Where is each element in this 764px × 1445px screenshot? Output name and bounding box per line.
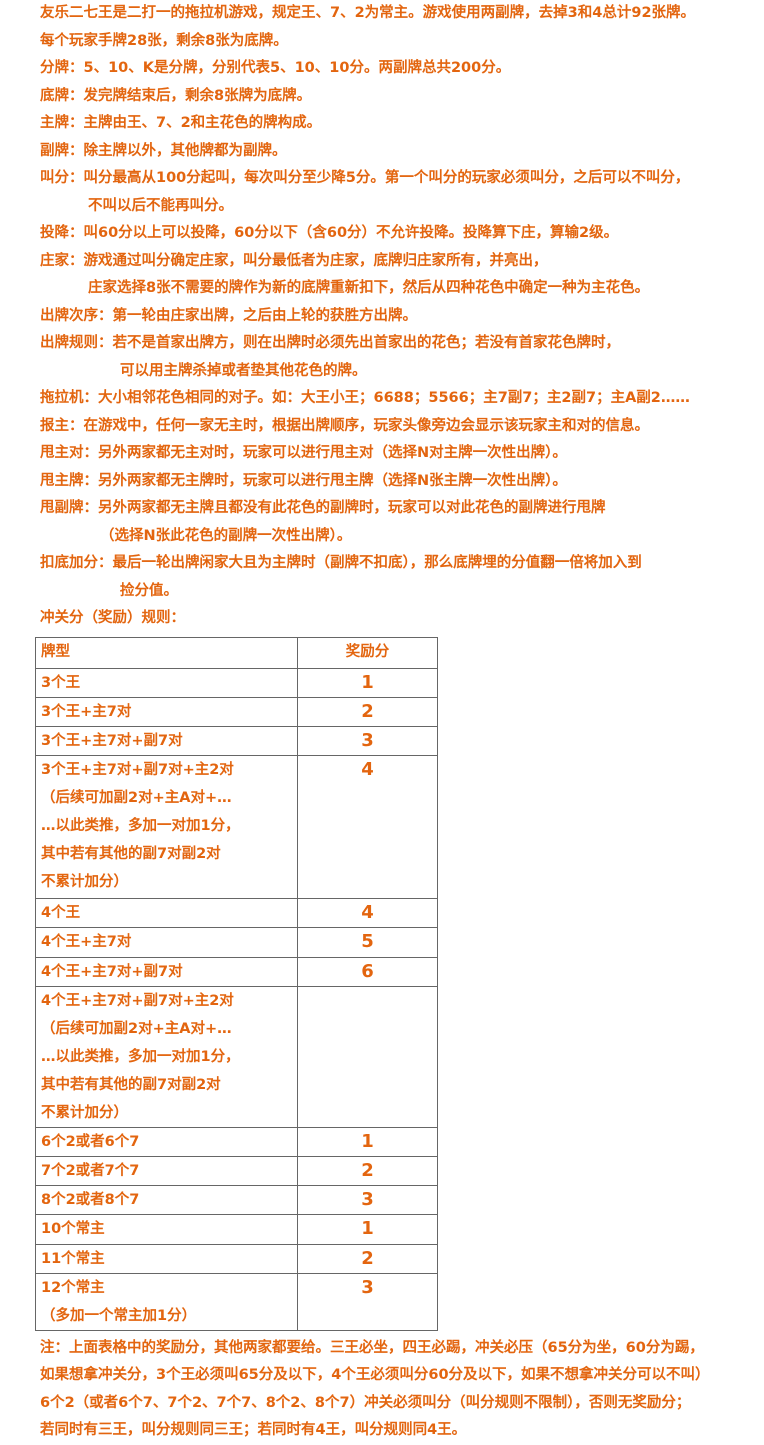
hand-type-line: 3个王 <box>41 674 81 691</box>
hand-type-line: 不累计加分） <box>41 873 128 890</box>
rule-continuation: 捡分值。 <box>120 582 178 599</box>
intro-line: 友乐二七王是二打一的拖拉机游戏，规定王、7、2为常主。游戏使用两副牌，去掉3和4… <box>40 5 696 21</box>
hand-type-cell: 6个2或者6个7 <box>35 1126 298 1157</box>
table-row: 4个王+主7对+副7对 6 <box>35 956 438 987</box>
reward-score-cell: 2 <box>297 696 438 727</box>
table-row: 3个王 1 <box>35 667 438 698</box>
hand-type-line: 3个王+主7对+副7对 <box>41 732 183 749</box>
reward-score-cell: 3 <box>297 1272 438 1331</box>
hand-type-cell: 12个常主 （多加一个常主加1分） <box>35 1272 298 1331</box>
reward-score-cell: 2 <box>297 1155 438 1186</box>
note-line: 若同时有三王，叫分规则同三王；若同时有4王，叫分规则同4王。 <box>40 1422 467 1438</box>
table-row: 3个王+主7对+副7对+主2对 （后续可加副2对+主A对+… …以此类推，多加一对加… <box>35 754 438 899</box>
reward-score-cell: 1 <box>297 1213 438 1245</box>
hand-type-line: 4个王 <box>41 904 81 921</box>
table-row: 7个2或者7个7 2 <box>35 1155 438 1186</box>
table-row: 11个常主 2 <box>35 1243 438 1274</box>
table-row: 4个王+主7对+副7对+主2对 （后续可加副2对+主A对+… …以此类推，多加一对加… <box>35 985 438 1128</box>
hand-type-line: （后续可加副2对+主A对+… <box>41 1020 232 1037</box>
reward-score-cell: 3 <box>297 1184 438 1215</box>
rule-continuation: 庄家选择8张不需要的牌作为新的底牌重新扣下，然后从四种花色中确定一种为主花色。 <box>88 280 650 296</box>
rule-line: 出牌规则：若不是首家出牌方，则在出牌时必须先出首家出的花色；若没有首家花色牌时， <box>40 335 620 351</box>
reward-score-cell: 3 <box>297 725 438 756</box>
hand-type-line: 4个王+主7对+副7对+主2对 <box>41 992 234 1009</box>
hand-type-cell: 10个常主 <box>35 1213 298 1245</box>
hand-type-cell: 3个王 <box>35 667 298 698</box>
hand-type-line: 不累计加分） <box>41 1104 128 1121</box>
rule-line: 投降：叫60分以上可以投降，60分以下（含60分）不允许投降。投降算下庄，算输2… <box>40 225 619 241</box>
rule-line: 报主：在游戏中，任何一家无主时，根据出牌顺序，玩家头像旁边会显示该玩家主和对的信… <box>40 417 649 434</box>
table-row: 4个王+主7对 5 <box>35 926 438 958</box>
hand-type-cell: 4个王+主7对 <box>35 926 298 958</box>
hand-type-line: 11个常主 <box>41 1250 105 1267</box>
table-row: 6个2或者6个7 1 <box>35 1126 438 1157</box>
rule-line: 庄家：游戏通过叫分确定庄家，叫分最低者为庄家，底牌归庄家所有，并亮出， <box>40 252 548 269</box>
intro-line: 每个玩家手牌28张，剩余8张为底牌。 <box>40 32 288 49</box>
hand-type-line: 3个王+主7对 <box>41 703 132 720</box>
reward-table: 牌型 奖励分 3个王 1 3个王+主7对 2 3个王+主7对+副7对 3 3个王+主7对+副7对… <box>35 636 438 1331</box>
rule-line: 出牌次序：第一轮由庄家出牌，之后由上轮的获胜方出牌。 <box>40 307 417 324</box>
rule-line: 甩副牌：另外两家都无主牌且都没有此花色的副牌时，玩家可以对此花色的副牌进行甩牌 <box>40 500 606 516</box>
rule-line: 分牌：5、10、K是分牌，分别代表5、10、10分。两副牌总共200分。 <box>40 60 511 76</box>
reward-score-cell: 2 <box>297 1243 438 1274</box>
rule-line: 叫分：叫分最高从100分起叫，每次叫分至少降5分。第一个叫分的玩家必须叫分，之后… <box>40 170 690 186</box>
hand-type-cell: 8个2或者8个7 <box>35 1184 298 1215</box>
hand-type-cell: 3个王+主7对 <box>35 696 298 727</box>
reward-score-cell: 1 <box>297 667 438 698</box>
table-title: 冲关分（奖励）规则： <box>40 610 185 626</box>
hand-type-line: 其中若有其他的副7对副2对 <box>41 845 221 862</box>
hand-type-line: …以此类推，多加一对加1分， <box>41 1048 240 1065</box>
rule-line: 底牌：发完牌结束后，剩余8张牌为底牌。 <box>40 87 312 104</box>
hand-type-line: 12个常主 <box>41 1279 105 1296</box>
hand-type-cell: 4个王 <box>35 897 298 928</box>
hand-type-line: 6个2或者6个7 <box>41 1133 140 1150</box>
hand-type-line: 10个常主 <box>41 1220 105 1237</box>
hand-type-cell: 3个王+主7对+副7对+主2对 （后续可加副2对+主A对+… …以此类推，多加一对加… <box>35 754 298 899</box>
hand-type-cell: 4个王+主7对+副7对 <box>35 956 298 987</box>
note-line: 注：上面表格中的奖励分，其他两家都要给。三王必坐，四王必踢，冲关必压（65分为坐… <box>40 1339 704 1356</box>
hand-type-line: 其中若有其他的副7对副2对 <box>41 1076 221 1093</box>
rule-continuation: 不叫以后不能再叫分。 <box>88 197 233 214</box>
column-header: 奖励分 <box>297 636 438 669</box>
hand-type-cell: 11个常主 <box>35 1243 298 1274</box>
hand-type-line: （多加一个常主加1分） <box>41 1307 197 1324</box>
reward-score-cell: 1 <box>297 1126 438 1157</box>
table-row: 3个王+主7对+副7对 3 <box>35 725 438 756</box>
hand-type-line: 4个王+主7对 <box>41 933 132 950</box>
rule-continuation: （选择N张此花色的副牌一次性出牌）。 <box>100 527 352 544</box>
hand-type-line: …以此类推，多加一对加1分， <box>41 817 240 834</box>
note-line: 如果想拿冲关分，3个王必须叫65分及以下，4个王必须叫分60分及以下，如果不想拿… <box>40 1367 710 1383</box>
table-row: 8个2或者8个7 3 <box>35 1184 438 1215</box>
reward-score-cell: 5 <box>297 926 438 958</box>
rule-line: 副牌：除主牌以外，其他牌都为副牌。 <box>40 142 287 159</box>
hand-type-line: 7个2或者7个7 <box>41 1162 140 1179</box>
reward-score-cell: 4 <box>297 897 438 928</box>
hand-type-cell: 3个王+主7对+副7对 <box>35 725 298 756</box>
reward-score-cell <box>297 985 438 1128</box>
hand-type-cell: 7个2或者7个7 <box>35 1155 298 1186</box>
column-header: 牌型 <box>35 636 298 669</box>
reward-score-cell: 4 <box>297 754 438 899</box>
rule-continuation: 可以用主牌杀掉或者垫其他花色的牌。 <box>120 362 367 379</box>
note-line: 6个2（或者6个7、7个2、7个7、8个2、8个7）冲关必须叫分（叫分规则不限制… <box>40 1394 691 1411</box>
hand-type-cell: 4个王+主7对+副7对+主2对 （后续可加副2对+主A对+… …以此类推，多加一对加… <box>35 985 298 1128</box>
reward-score-cell: 6 <box>297 956 438 987</box>
hand-type-line: （后续可加副2对+主A对+… <box>41 789 232 806</box>
hand-type-line: 8个2或者8个7 <box>41 1191 140 1208</box>
hand-type-line: 3个王+主7对+副7对+主2对 <box>41 761 234 778</box>
table-row: 3个王+主7对 2 <box>35 696 438 727</box>
hand-type-line: 4个王+主7对+副7对 <box>41 963 183 980</box>
table-row: 4个王 4 <box>35 897 438 928</box>
rule-line: 拖拉机：大小相邻花色相同的对子。如：大王小王；6688；5566；主7副7；主2… <box>40 390 690 406</box>
rule-line: 甩主对：另外两家都无主对时，玩家可以进行甩主对（选择N对主牌一次性出牌）。 <box>40 445 567 461</box>
table-row: 12个常主 （多加一个常主加1分） 3 <box>35 1272 438 1331</box>
table-header: 牌型 奖励分 <box>35 636 438 669</box>
table-row: 10个常主 1 <box>35 1213 438 1245</box>
rule-line: 甩主牌：另外两家都无主牌时，玩家可以进行甩主牌（选择N张主牌一次性出牌）。 <box>40 472 567 489</box>
rule-line: 主牌：主牌由王、7、2和主花色的牌构成。 <box>40 115 322 131</box>
rule-line: 扣底加分：最后一轮出牌闲家大且为主牌时（副牌不扣底），那么底牌埋的分值翻一倍将加… <box>40 555 642 571</box>
